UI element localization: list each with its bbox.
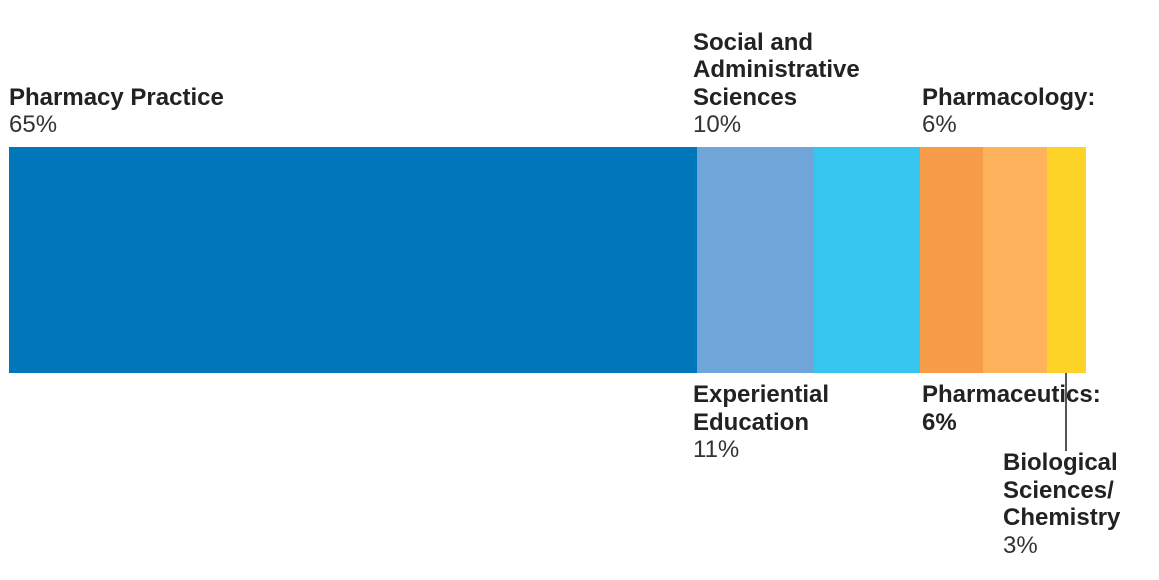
segment-name: Pharmaceutics: [922,381,1101,409]
segment-name-line: Sciences [693,83,798,111]
bar-segment-biological-sciences-chemistry [1046,147,1086,373]
segment-label: Experiential Education 11% [693,381,829,464]
bar-segment-pharmacology [919,147,984,373]
segment-name-line: Pharmacology: [922,83,1096,111]
segment-label: Pharmacology: 6% [922,84,1095,139]
segment-name-line: Pharmacy Practice [9,83,224,111]
segment-name: Pharmacy Practice [9,84,224,112]
segment-name-line: Chemistry [1003,504,1121,532]
bar-segment-pharmacy-practice [9,147,698,373]
segment-name: Biological Sciences/Chemistry [1003,449,1120,532]
segment-value-label: 11% [693,436,740,464]
bar-segment-pharmaceutics [983,147,1047,373]
segment-name-line: Experiential [693,381,830,408]
segment-value-label: 6% [922,111,957,139]
segment-label: Pharmacy Practice 65% [9,84,224,139]
segment-value-label: 10% [693,111,742,139]
segment-label: Biological Sciences/Chemistry 3% [1003,449,1120,559]
segment-value-label: 65% [9,111,58,139]
segment-name: Pharmacology: [922,84,1095,112]
bar-segment-social-and-administrative-sciences [697,147,814,373]
segment-name-line: Social and [693,28,814,56]
segment-name-line: Sciences/ [1003,476,1114,504]
segment-label: Social and Administrative Sciences 10% [693,29,860,139]
leader-line [1065,373,1067,451]
segment-label: Pharmaceutics: 6% [922,381,1101,436]
segment-name: Social and Administrative Sciences [693,29,860,112]
segment-name-line: Biological [1003,449,1118,476]
segment-name-line: Pharmaceutics: [922,381,1101,408]
segment-value-label: 6% [922,408,957,436]
segment-name: Experiential Education [693,381,829,436]
bar-segment-experiential-education [813,147,920,373]
segment-name-line: Education [693,408,810,436]
segment-name-line: Administrative [693,56,860,84]
segment-value-label: 3% [1003,531,1038,559]
